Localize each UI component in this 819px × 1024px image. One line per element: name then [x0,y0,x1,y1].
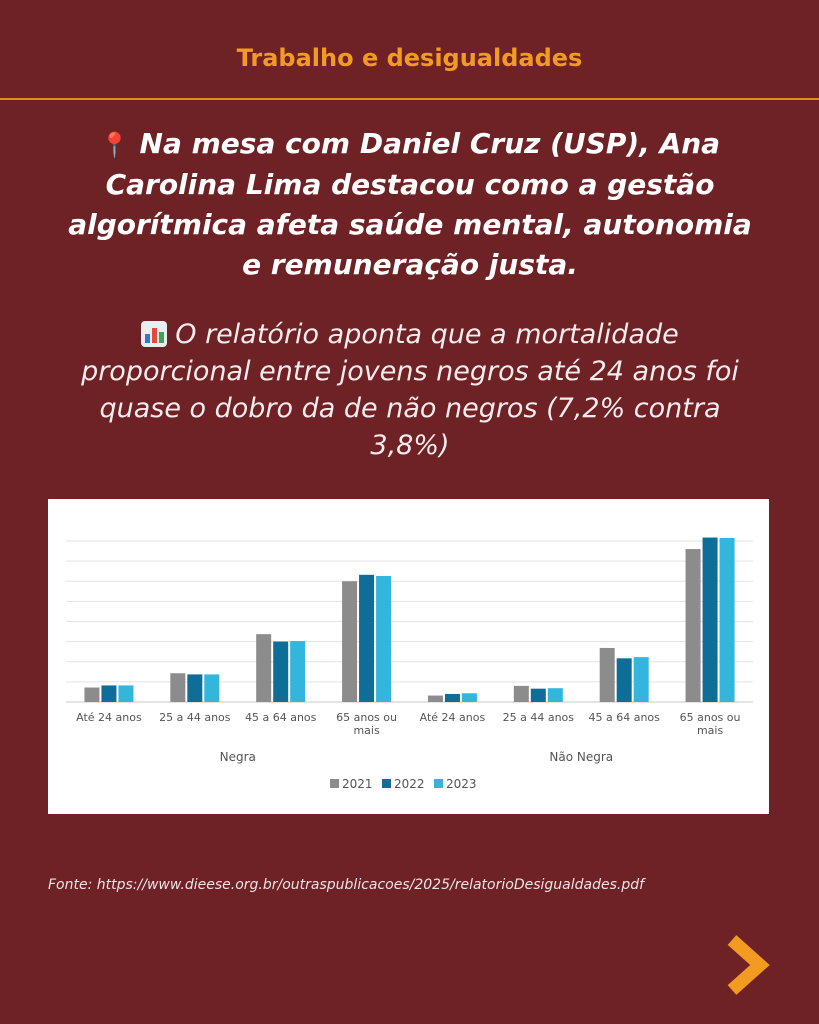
chevron-right-icon[interactable] [722,930,774,1000]
lead-paragraph: 📍 Na mesa com Daniel Cruz (USP), Ana Car… [60,124,760,285]
category-label: 45 a 64 anos [245,711,317,724]
chart-card: Até 24 anos 25 a 44 anos 45 a 64 anos 65 an… [48,499,769,814]
bar-2023-0 [118,685,134,702]
bar-2023-7 [719,538,735,702]
bar-2023-6 [633,657,649,702]
bar-2023-1 [204,674,220,702]
report-text: O relatório aponta que a mortalidade pro… [81,319,739,461]
bar-2022-0 [101,685,117,702]
bar-2021-4 [427,695,443,702]
category-label: mais [353,724,380,737]
category-label: 65 anos ou [336,711,397,724]
category-label: Até 24 anos [420,711,486,724]
legend-swatch-2022 [382,779,391,788]
bar-2023-5 [547,688,563,702]
category-label: 25 a 44 anos [503,711,575,724]
source-citation: Fonte: https://www.dieese.org.br/outrasp… [48,877,645,893]
page-title: Trabalho e desigualdades [236,44,583,72]
bar-2021-5 [513,685,529,702]
bar-2023-3 [376,575,392,702]
legend-swatch-2021 [330,779,339,788]
lead-text: Na mesa com Daniel Cruz (USP), Ana Carol… [68,127,752,281]
bar-2021-3 [342,581,358,702]
bar-chart-icon [141,321,168,347]
bar-2021-1 [170,673,186,702]
bar-chart: Até 24 anos 25 a 44 anos 45 a 64 anos 65 an… [66,537,753,791]
bar-2022-4 [444,693,460,702]
header-divider [0,98,819,100]
legend-swatch-2023 [434,779,443,788]
bar-2023-2 [290,641,306,702]
bar-2021-0 [84,687,100,702]
bar-2021-2 [256,634,272,702]
bar-2022-2 [273,641,289,702]
bar-2022-6 [616,658,632,702]
legend-label-2021: 2021 [342,777,373,791]
category-label: 45 a 64 anos [588,711,660,724]
bar-2022-7 [702,537,718,702]
report-paragraph: O relatório aponta que a mortalidade pro… [70,316,750,464]
category-label: mais [697,724,724,737]
legend-label-2022: 2022 [394,777,425,791]
bar-2022-3 [359,574,375,702]
group-label: Não Negra [549,750,613,764]
bar-2021-6 [599,647,615,702]
category-label: 65 anos ou [680,711,741,724]
round-pushpin-icon: 📍 [99,131,130,159]
legend-label-2023: 2023 [446,777,477,791]
bar-2022-5 [530,688,546,702]
bar-2023-4 [461,693,477,702]
bar-2022-1 [187,674,203,702]
category-label: 25 a 44 anos [159,711,231,724]
group-label: Negra [220,750,256,764]
bar-2021-7 [685,549,701,702]
category-label: Até 24 anos [76,711,142,724]
